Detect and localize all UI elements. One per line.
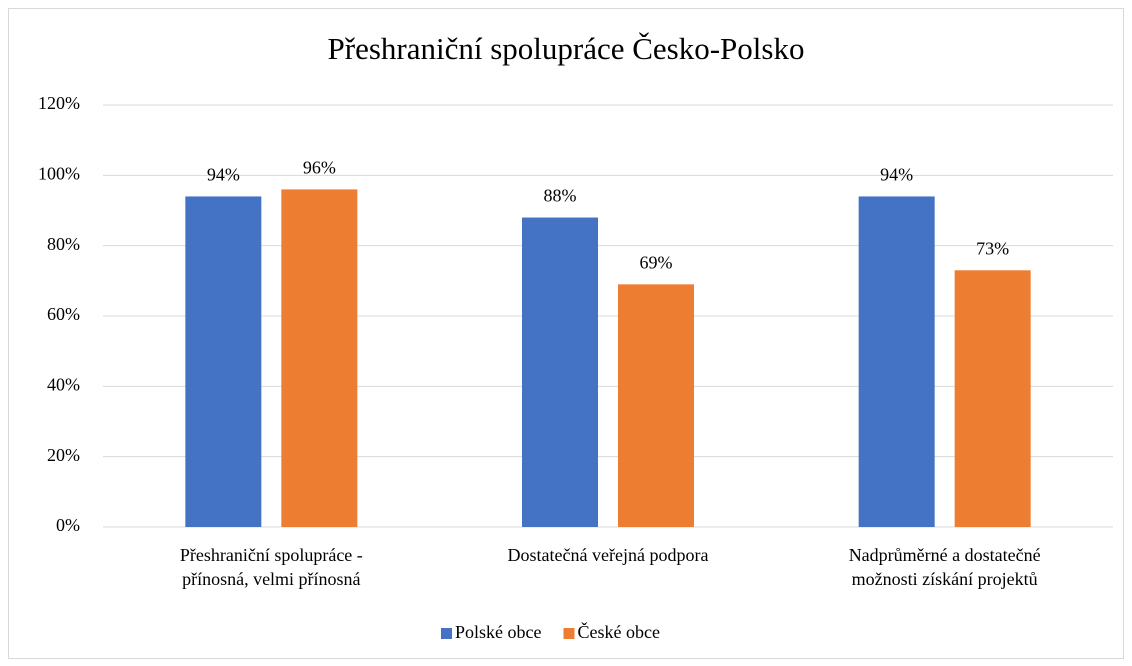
x-tick-label: Nadprůměrné a dostatečné možnosti získán… <box>848 545 1041 589</box>
bar <box>522 217 598 528</box>
y-tick-label: 0% <box>56 515 80 535</box>
y-tick-label: 60% <box>47 304 80 324</box>
y-tick-label: 40% <box>47 374 80 394</box>
chart-title: Přeshraniční spolupráce Česko-Polsko <box>328 31 805 66</box>
bar <box>618 284 694 527</box>
data-label: 69% <box>640 252 673 272</box>
y-tick-label: 120% <box>38 93 80 113</box>
legend-swatch <box>441 628 452 639</box>
data-label: 94% <box>880 165 913 185</box>
bar <box>185 196 262 527</box>
bar <box>954 270 1031 527</box>
data-label: 96% <box>303 158 336 178</box>
y-tick-label: 100% <box>38 163 80 183</box>
bar <box>858 196 935 527</box>
data-label: 73% <box>976 238 1009 258</box>
x-tick-label: Přeshraniční spolupráce - přínosná, velm… <box>179 545 363 589</box>
data-label: 94% <box>207 165 240 185</box>
legend-label: Polské obce <box>455 622 541 642</box>
legend-label: České obce <box>577 621 659 642</box>
y-tick-label: 80% <box>47 234 80 254</box>
data-label: 88% <box>544 186 577 206</box>
y-tick-label: 20% <box>47 445 80 465</box>
x-tick-label: Dostatečná veřejná podpora <box>507 545 709 565</box>
legend-swatch <box>563 628 575 639</box>
bar <box>281 189 358 527</box>
